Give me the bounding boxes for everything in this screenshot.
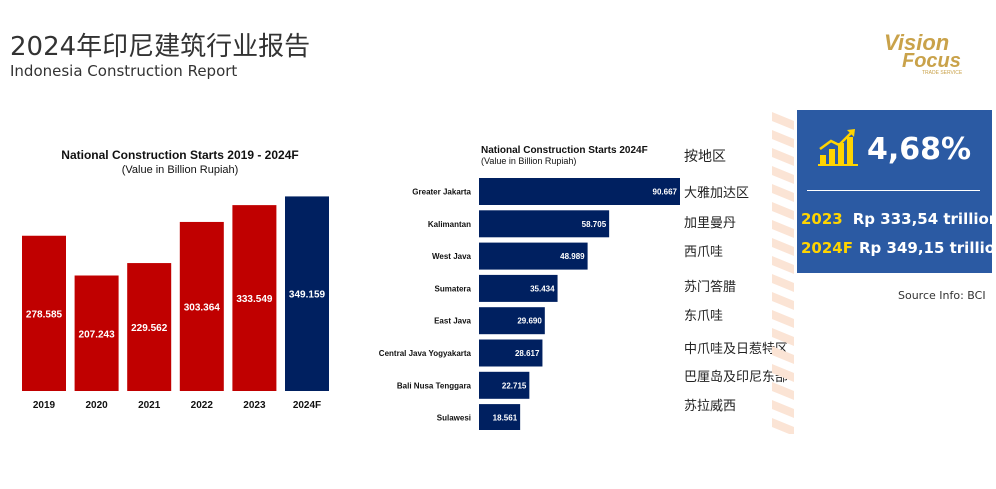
- hbar-6: [479, 371, 530, 399]
- region-cn-label: 西爪哇: [684, 245, 724, 260]
- bar-value-label: 349.159: [289, 290, 326, 301]
- growth-card: 4,68% 2023 Rp 333,54 trillion 2024F Rp 3…: [797, 110, 996, 273]
- hbar-2: [479, 242, 588, 270]
- hbar-category-label: Central Java Yogyakarta: [379, 349, 472, 358]
- card-row-year: 2024F: [801, 239, 853, 257]
- hbar-value-label: 28.617: [515, 349, 540, 358]
- chart1-subtitle: (Value in Billion Rupiah): [122, 164, 239, 176]
- category-label: 2023: [243, 400, 266, 411]
- hbar-category-label: Kalimantan: [428, 220, 471, 229]
- brand-logo: Vision Focus TRADE SERVICE: [884, 30, 963, 76]
- hbar-0: [479, 178, 680, 205]
- region-header: 按地区: [684, 149, 726, 165]
- regional-starts-chart: National Construction Starts 2024F (Valu…: [379, 145, 680, 430]
- bar-value-label: 278.585: [26, 309, 63, 320]
- page-title: 2024年印尼建筑行业报告: [10, 32, 311, 62]
- growth-percentage: 4,68%: [867, 132, 972, 167]
- hbar-value-label: 29.690: [517, 317, 542, 326]
- category-label: 2024F: [293, 400, 321, 411]
- region-cn-label: 巴厘岛及印尼东部: [684, 370, 789, 385]
- chart2-title: National Construction Starts 2024F: [481, 145, 648, 156]
- card-divider: [807, 190, 980, 191]
- hbar-3: [479, 274, 558, 302]
- bar-value-label: 207.243: [79, 329, 116, 340]
- hbar-value-label: 35.434: [530, 284, 555, 293]
- card-row-2024f: 2024F Rp 349,15 trillion: [801, 239, 996, 257]
- hbar-7: [479, 404, 521, 430]
- hbar-value-label: 18.561: [493, 414, 518, 423]
- hbar-category-label: Greater Jakarta: [412, 188, 471, 197]
- bar-2023: [232, 205, 277, 391]
- category-label: 2022: [191, 400, 214, 411]
- hbar-value-label: 58.705: [582, 220, 607, 229]
- bar-2022: [179, 221, 224, 391]
- card-row-2023: 2023 Rp 333,54 trillion: [801, 210, 996, 228]
- logo-line1: Vision: [884, 30, 949, 55]
- hbar-category-label: East Java: [434, 317, 471, 326]
- chart1-title: National Construction Starts 2019 - 2024…: [61, 148, 298, 162]
- region-cn-label: 苏拉威西: [684, 399, 737, 414]
- card-row-value: Rp 349,15 trillion: [859, 239, 996, 257]
- decorative-stripes: [772, 112, 794, 434]
- region-cn-label: 加里曼丹: [684, 216, 737, 231]
- category-label: 2021: [138, 400, 161, 411]
- bar-value-label: 303.364: [184, 302, 221, 313]
- region-cn-label: 东爪哇: [684, 309, 724, 324]
- hbar-5: [479, 339, 543, 367]
- bar-2021: [127, 263, 172, 391]
- hbar-value-label: 90.667: [653, 188, 678, 197]
- hbar-category-label: Sulawesi: [437, 414, 471, 423]
- hbar-category-label: Sumatera: [435, 284, 472, 293]
- bar-2024f: [285, 196, 329, 391]
- hbar-value-label: 48.989: [560, 252, 585, 261]
- hbar-category-label: West Java: [432, 252, 472, 261]
- card-row-year: 2023: [801, 210, 843, 228]
- source-note: Source Info: BCI: [898, 289, 986, 302]
- hbar-1: [479, 210, 610, 238]
- logo-line2: Focus: [902, 50, 961, 72]
- bar-2020: [74, 275, 119, 391]
- category-label: 2020: [85, 400, 108, 411]
- region-cn-label: 苏门答腊: [684, 280, 737, 295]
- annual-starts-chart: National Construction Starts 2019 - 2024…: [22, 148, 329, 411]
- hbar-value-label: 22.715: [502, 381, 527, 390]
- region-cn-label: 大雅加达区: [684, 186, 750, 201]
- hbar-category-label: Bali Nusa Tenggara: [397, 381, 472, 390]
- category-label: 2019: [33, 400, 56, 411]
- bar-2019: [22, 235, 66, 391]
- page-subtitle: Indonesia Construction Report: [10, 62, 238, 80]
- logo-tagline: TRADE SERVICE: [922, 70, 963, 76]
- card-row-value: Rp 333,54 trillion: [852, 210, 996, 228]
- region-cn-label: 中爪哇及日惹特区: [684, 342, 789, 357]
- bar-value-label: 333.549: [236, 294, 273, 305]
- growth-chart-icon: [818, 129, 858, 166]
- hbar-4: [479, 307, 545, 335]
- bar-value-label: 229.562: [131, 323, 168, 334]
- chart2-subtitle: (Value in Billion Rupiah): [481, 156, 576, 166]
